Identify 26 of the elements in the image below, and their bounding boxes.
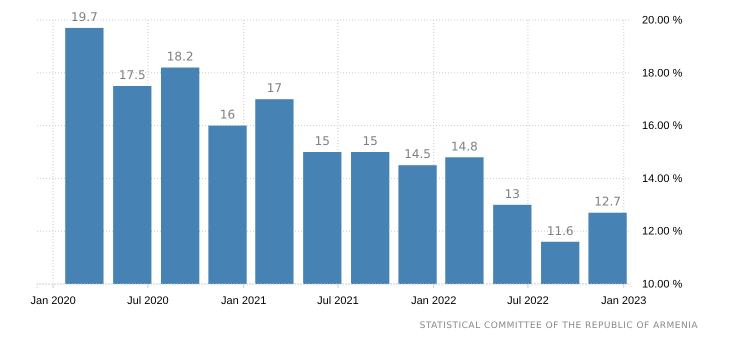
x-tick-label: Jan 2021 — [221, 295, 266, 308]
data-label: 18.2 — [166, 50, 194, 64]
data-label: 13 — [504, 186, 520, 201]
y-tick-label: 18.00 % — [642, 67, 683, 80]
y-tick-label: 16.00 % — [642, 120, 683, 132]
x-tick-label: Jan 2020 — [30, 295, 76, 308]
x-tick-label: Jul 2021 — [317, 295, 359, 308]
data-label: 15 — [314, 134, 330, 148]
data-label: 11.6 — [546, 224, 574, 238]
data-label: 19.7 — [71, 10, 98, 24]
data-label: 15 — [362, 134, 378, 148]
text: STATISTICAL COMMITTEE OF THE REPUBLIC OF ARMENIA — [420, 321, 698, 331]
data-label: 16 — [220, 108, 236, 122]
y-tick-label: 20.00 % — [642, 14, 683, 27]
data-label: 12.7 — [594, 194, 621, 209]
x-tick-label: Jul 2022 — [507, 295, 549, 308]
data-label: 17.5 — [118, 68, 146, 82]
x-tick-label: Jul 2020 — [127, 295, 169, 308]
data-label: 17 — [266, 81, 282, 96]
y-tick-label: 12.00 % — [642, 226, 683, 238]
data-label: 14.8 — [451, 139, 478, 154]
y-tick-label: 14.00 % — [642, 172, 683, 185]
y-tick-label: 10.00 % — [642, 278, 683, 291]
x-tick-label: Jan 2023 — [601, 295, 646, 308]
x-tick-label: Jan 2022 — [411, 295, 456, 308]
data-label: 14.5 — [404, 147, 431, 162]
